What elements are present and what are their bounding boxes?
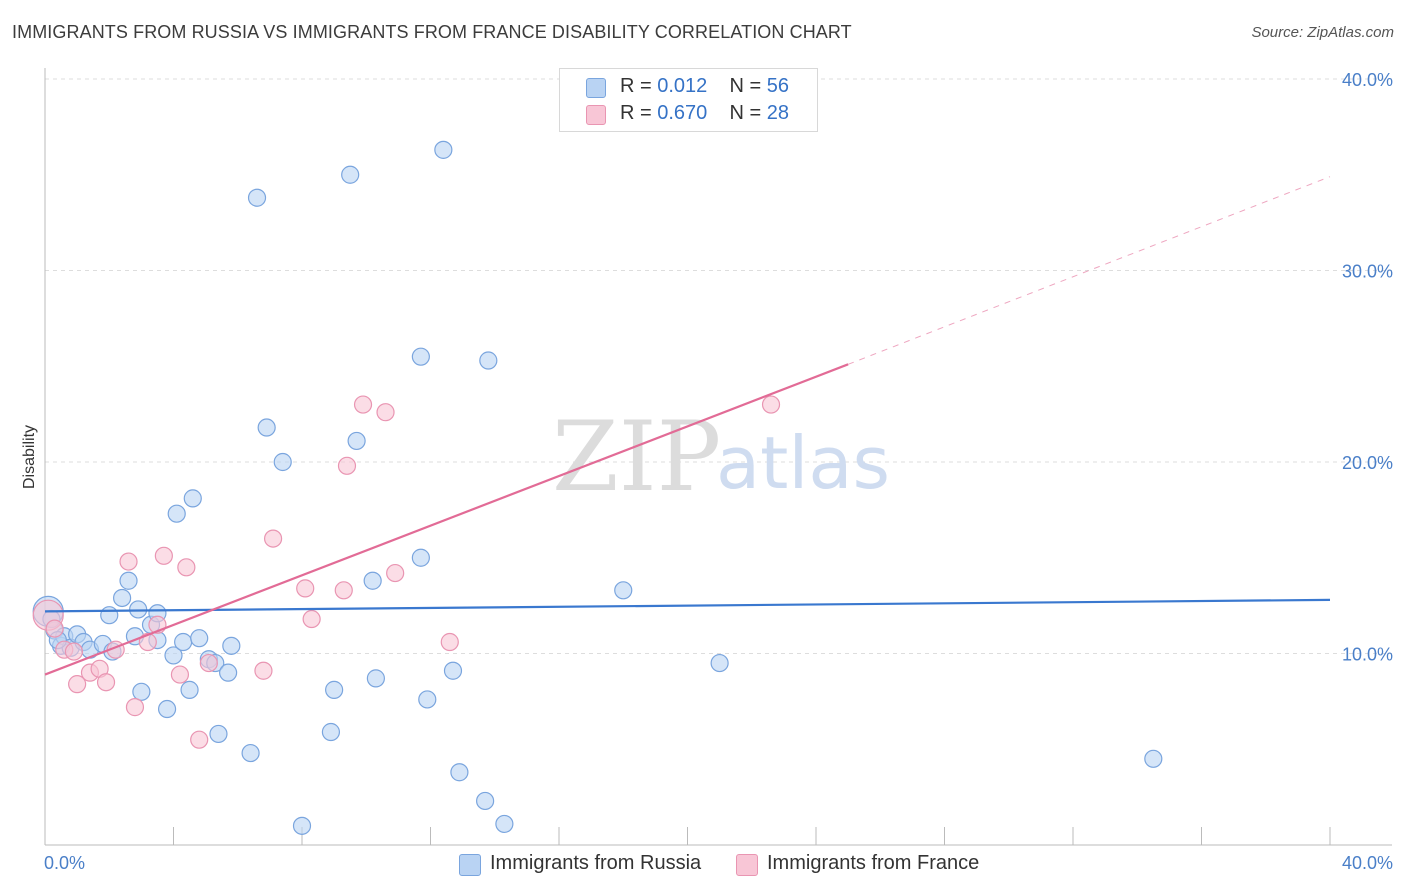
- russia-point: [180, 680, 199, 699]
- data-points: [32, 140, 1163, 835]
- france-point: [386, 563, 405, 583]
- russia-swatch-icon: [586, 78, 606, 98]
- russia-point: [222, 636, 241, 655]
- russia-point: [495, 814, 514, 834]
- france-point: [263, 529, 283, 548]
- y-tick-label: 40.0%: [1342, 70, 1393, 90]
- watermark-zip: ZIP: [552, 401, 721, 513]
- russia-legend-swatch-icon: [459, 854, 481, 876]
- russia-point: [132, 682, 151, 701]
- france-point: [138, 632, 157, 652]
- france-point: [64, 642, 84, 661]
- y-tick-label: 20.0%: [1342, 453, 1393, 473]
- france-legend-swatch-icon: [736, 854, 758, 876]
- france-point: [296, 579, 315, 598]
- russia-point: [219, 663, 238, 682]
- x-tick-label-max: 40.0%: [1342, 853, 1393, 873]
- legend-stats-russia: R = 0.012 N = 56: [620, 75, 789, 98]
- n-value: 28: [766, 102, 790, 124]
- france-point: [125, 698, 145, 717]
- russia-point: [443, 661, 463, 680]
- y-axis-label: Disability: [21, 425, 38, 489]
- france-point: [302, 609, 321, 629]
- france-point: [119, 552, 138, 571]
- russia-point: [119, 571, 138, 590]
- n-value: 56: [766, 75, 790, 97]
- france-point: [334, 581, 353, 600]
- russia-point: [247, 188, 267, 207]
- russia-point: [479, 351, 498, 370]
- y-tick-label: 30.0%: [1342, 262, 1393, 282]
- russia-point: [273, 452, 292, 472]
- n-label: N =: [729, 75, 762, 97]
- france-point: [440, 632, 459, 652]
- y-tick-label: 10.0%: [1342, 645, 1393, 665]
- r-label: R =: [620, 75, 652, 97]
- axes: [44, 68, 1392, 846]
- france-swatch-icon: [586, 105, 606, 125]
- russia-point: [100, 606, 119, 625]
- russia-point: [411, 548, 430, 567]
- france-point: [170, 665, 190, 684]
- russia-point: [450, 763, 469, 782]
- russia-point: [157, 699, 177, 719]
- france-point: [353, 395, 373, 414]
- watermark-atlas: atlas: [716, 421, 890, 505]
- russia-point: [112, 588, 132, 608]
- france-point: [96, 673, 116, 692]
- france-trend-extension: [847, 176, 1331, 365]
- russia-point: [1144, 749, 1163, 768]
- france-point: [376, 403, 395, 422]
- series-name-france: Immigrants from France: [767, 852, 980, 874]
- france-point: [190, 730, 209, 749]
- russia-point: [366, 669, 385, 688]
- russia-point: [476, 791, 495, 811]
- russia-point: [183, 489, 202, 508]
- russia-point: [292, 816, 312, 835]
- russia-point: [209, 724, 228, 744]
- france-point: [254, 661, 273, 680]
- russia-point: [418, 690, 437, 709]
- russia-point: [434, 140, 453, 159]
- r-label: R =: [620, 102, 652, 124]
- r-value: 0.670: [657, 102, 708, 124]
- russia-trend-line: [44, 598, 1331, 613]
- france-point: [68, 675, 87, 694]
- russia-point: [347, 431, 366, 451]
- france-point: [45, 619, 64, 638]
- russia-point: [411, 347, 430, 366]
- france-trend-line: [44, 363, 849, 676]
- stats-legend: R = 0.012 N = 56 R = 0.670 N = 28: [559, 68, 818, 132]
- gridlines: [45, 78, 1392, 654]
- russia-point: [321, 722, 341, 742]
- legend-stats-france: R = 0.670 N = 28: [620, 102, 789, 125]
- france-point: [199, 653, 218, 673]
- tick-labels: 10.0% 20.0% 30.0% 40.0% 0.0% 40.0%: [44, 70, 1393, 873]
- russia-point: [341, 165, 360, 184]
- france-point: [154, 546, 173, 565]
- trend-lines: [44, 176, 1331, 676]
- russia-point: [190, 629, 209, 648]
- france-point: [337, 456, 357, 475]
- russia-point: [257, 418, 276, 437]
- russia-point: [614, 581, 633, 600]
- france-point: [177, 558, 196, 577]
- r-value: 0.012: [657, 75, 708, 97]
- russia-point: [363, 571, 382, 590]
- russia-point: [174, 632, 193, 652]
- chart-title: IMMIGRANTS FROM RUSSIA VS IMMIGRANTS FRO…: [12, 22, 852, 42]
- x-tick-label-min: 0.0%: [44, 853, 85, 873]
- source-credit: Source: ZipAtlas.com: [1251, 24, 1394, 41]
- russia-point: [710, 653, 729, 673]
- france-point: [761, 395, 781, 414]
- series-name-russia: Immigrants from Russia: [490, 852, 702, 874]
- russia-point: [241, 743, 260, 763]
- russia-point: [325, 680, 344, 699]
- n-label: N =: [729, 102, 762, 124]
- russia-point: [164, 646, 183, 665]
- russia-point: [167, 504, 186, 523]
